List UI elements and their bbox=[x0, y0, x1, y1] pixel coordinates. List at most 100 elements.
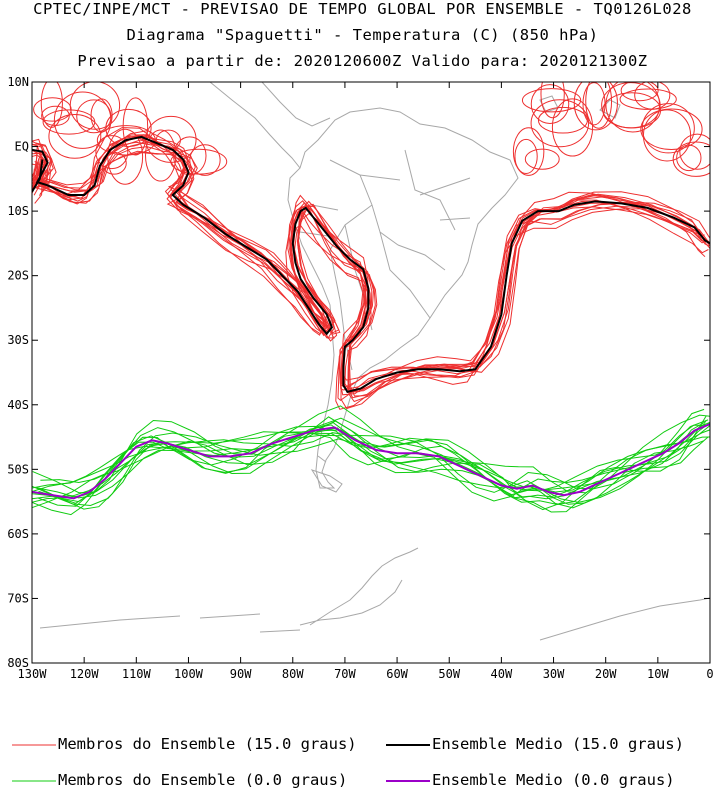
legend-label-mean-15: Ensemble Medio (15.0 graus) bbox=[432, 735, 684, 753]
member-15-line bbox=[32, 150, 705, 410]
x-tick-label: 80W bbox=[282, 667, 304, 681]
member-0-line bbox=[32, 420, 710, 504]
south-america-coastline bbox=[287, 107, 519, 489]
x-tick-label: 40W bbox=[491, 667, 513, 681]
member-15-loop bbox=[540, 82, 565, 119]
member-15-loop bbox=[585, 82, 613, 129]
member-0-line bbox=[32, 420, 707, 500]
member-15-line bbox=[34, 134, 710, 391]
legend-label-members-0: Membros do Ensemble (0.0 graus) bbox=[58, 771, 348, 789]
member-0-line bbox=[38, 417, 710, 503]
member-15-loop bbox=[521, 88, 582, 113]
member-15-loop bbox=[173, 136, 207, 176]
member-0-line bbox=[38, 432, 710, 510]
legend-label-mean-0: Ensemble Medio (0.0 graus) bbox=[432, 771, 675, 789]
x-tick-label: 90W bbox=[230, 667, 252, 681]
member-15-loop bbox=[537, 106, 588, 134]
member-15-loop bbox=[672, 141, 710, 177]
y-tick-label: 50S bbox=[7, 462, 29, 476]
member-15-loop bbox=[48, 114, 102, 159]
legend-label-members-15: Membros do Ensemble (15.0 graus) bbox=[58, 735, 357, 753]
member-15-loop bbox=[605, 82, 660, 133]
member-15-loop bbox=[530, 84, 570, 124]
member-15-loop bbox=[107, 128, 144, 185]
member-15-loop bbox=[634, 82, 671, 110]
member-15-line bbox=[32, 136, 706, 402]
mean-15-line bbox=[32, 135, 710, 394]
y-tick-label: 10N bbox=[7, 75, 29, 89]
member-15-loop bbox=[33, 97, 72, 122]
member-15-loop bbox=[512, 127, 545, 176]
legend-item-mean-0: Ensemble Medio (0.0 graus) bbox=[432, 771, 675, 789]
legend-item-members-15: Membros do Ensemble (15.0 graus) bbox=[58, 735, 357, 753]
member-15-loop bbox=[189, 144, 221, 176]
y-tick-label: 30S bbox=[7, 333, 29, 347]
central-america-coastline bbox=[209, 82, 331, 169]
x-tick-label: 70W bbox=[334, 667, 356, 681]
member-15-loop bbox=[105, 108, 152, 148]
title-line-3: Previsao a partir de: 2020120600Z Valido… bbox=[77, 52, 648, 70]
legend-item-members-0: Membros do Ensemble (0.0 graus) bbox=[58, 771, 347, 789]
x-tick-label: 50W bbox=[438, 667, 460, 681]
member-15-line bbox=[32, 158, 40, 189]
x-tick-label: 0 bbox=[706, 667, 713, 681]
member-15-line bbox=[32, 127, 705, 396]
member-15-loop bbox=[620, 82, 659, 102]
member-15-loop bbox=[96, 125, 156, 156]
member-0-line bbox=[32, 415, 707, 511]
member-15-line bbox=[32, 135, 710, 393]
y-tick-label: EQ bbox=[15, 140, 29, 154]
title-line-2: Diagrama "Spaguetti" - Temperatura (C) (… bbox=[126, 26, 599, 44]
y-tick-label: 70S bbox=[7, 591, 29, 605]
mean-15-line bbox=[32, 159, 44, 193]
member-0-line bbox=[32, 423, 706, 496]
axis-layer: 130W 120W 110W 100W 90W 80W 70W 60W 50W 40W 30W 20W… bbox=[7, 75, 713, 681]
x-tick-label: 60W bbox=[386, 667, 408, 681]
y-tick-label: 20S bbox=[7, 269, 29, 283]
tierra-del-fuego bbox=[310, 455, 343, 493]
member-15-loop bbox=[514, 138, 538, 174]
plot-area bbox=[32, 82, 710, 641]
member-15-loop bbox=[530, 99, 590, 148]
x-tick-label: 100W bbox=[174, 667, 204, 681]
y-tick-label: 10S bbox=[7, 204, 29, 218]
legend-item-mean-15: Ensemble Medio (15.0 graus) bbox=[432, 735, 684, 753]
y-tick-label: 40S bbox=[7, 398, 29, 412]
x-tick-label: 10W bbox=[647, 667, 669, 681]
antarctic-peninsula bbox=[39, 547, 710, 641]
x-tick-label: 130W bbox=[18, 667, 48, 681]
member-15-line bbox=[32, 141, 708, 391]
member-15-loop bbox=[145, 129, 177, 182]
member-15-loop bbox=[679, 133, 710, 170]
member-0-line bbox=[38, 425, 710, 507]
member-15-loop bbox=[640, 108, 703, 151]
member-0-line bbox=[32, 427, 709, 513]
x-tick-label: 20W bbox=[595, 667, 617, 681]
member-15-line bbox=[39, 141, 710, 399]
member-15-loop bbox=[90, 98, 113, 133]
member-15-loop bbox=[641, 103, 695, 154]
member-15-line bbox=[32, 134, 709, 381]
y-tick-label: 80S bbox=[7, 656, 29, 670]
member-15-loop bbox=[40, 82, 63, 128]
country-borders bbox=[299, 149, 471, 371]
member-15-line bbox=[34, 151, 709, 410]
member-15-loop bbox=[122, 97, 149, 156]
x-tick-label: 30W bbox=[543, 667, 565, 681]
member-0-line bbox=[32, 419, 709, 516]
mean-0-line bbox=[32, 423, 710, 500]
title-line-1: CPTEC/INPE/MCT - PREVISAO DE TEMPO GLOBA… bbox=[33, 0, 692, 18]
member-15-line bbox=[32, 139, 708, 391]
member-15-line bbox=[32, 137, 707, 388]
plot-frame bbox=[31, 81, 711, 664]
coastline-map bbox=[39, 82, 710, 641]
member-15-loop bbox=[551, 98, 594, 157]
series-layer bbox=[32, 82, 710, 516]
x-tick-label: 120W bbox=[70, 667, 100, 681]
member-15-loop bbox=[524, 148, 560, 170]
member-15-loop bbox=[619, 88, 677, 110]
y-tick-label: 60S bbox=[7, 527, 29, 541]
member-15-line bbox=[35, 130, 710, 397]
member-15-line bbox=[35, 134, 710, 392]
